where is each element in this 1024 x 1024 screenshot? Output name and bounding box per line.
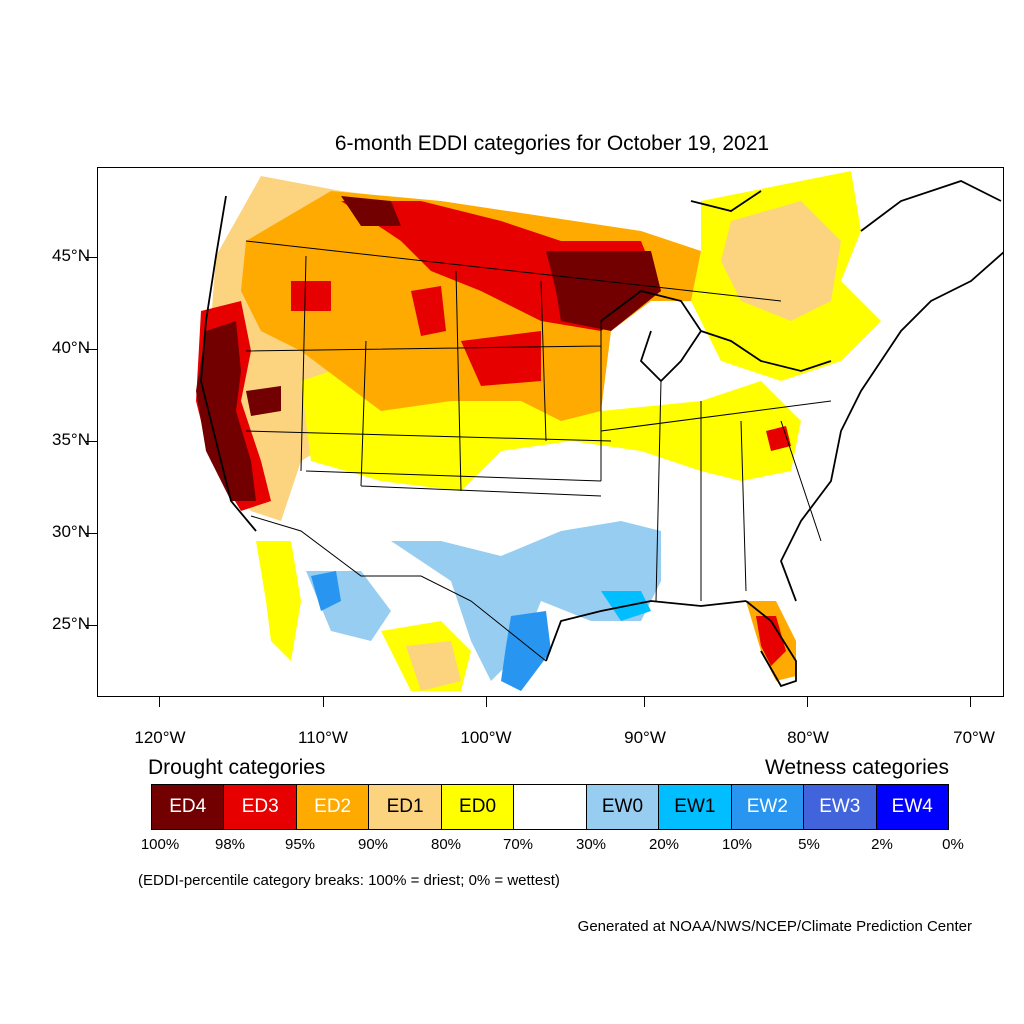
legend-cell-normal bbox=[514, 785, 587, 829]
region-ed4-nevada bbox=[246, 386, 281, 416]
percentile-label: 100% bbox=[140, 836, 180, 853]
region-ed1-mexico bbox=[406, 641, 461, 691]
percentile-label: 90% bbox=[357, 836, 389, 853]
legend-cell-ed0: ED0 bbox=[441, 785, 515, 829]
lon-tick-110 bbox=[323, 697, 324, 707]
coastline-florida bbox=[745, 600, 797, 688]
region-ed0-baja bbox=[256, 541, 301, 661]
legend-cell-ed3: ED3 bbox=[224, 785, 297, 829]
legend-cell-ew4: EW4 bbox=[876, 785, 948, 829]
lon-label-110: 110°W bbox=[298, 728, 348, 747]
us-mexico-border bbox=[250, 515, 547, 662]
region-ed3-wyoming bbox=[411, 286, 446, 336]
coastline-east bbox=[780, 251, 1003, 602]
lon-tick-90 bbox=[644, 697, 645, 707]
legend-cell-ew2: EW2 bbox=[731, 785, 805, 829]
lat-tick-30 bbox=[86, 533, 97, 534]
region-ed4-california bbox=[196, 321, 256, 501]
legend-cell-ew0: EW0 bbox=[586, 785, 660, 829]
percentile-label: 95% bbox=[284, 836, 316, 853]
percentile-label: 20% bbox=[648, 836, 680, 853]
category-note: (EDDI-percentile category breaks: 100% =… bbox=[138, 872, 560, 889]
percentile-label: 5% bbox=[798, 836, 820, 853]
legend-cell-ew3: EW3 bbox=[804, 785, 877, 829]
lat-label-35: 35°N bbox=[52, 430, 90, 449]
eddi-map bbox=[196, 171, 1003, 691]
lon-label-100: 100°W bbox=[460, 728, 512, 747]
lon-tick-70 bbox=[970, 697, 971, 707]
lat-tick-45 bbox=[86, 257, 97, 258]
great-lakes bbox=[600, 290, 832, 383]
map-panel bbox=[97, 167, 1004, 697]
region-ed4-montana bbox=[341, 196, 401, 226]
lat-tick-25 bbox=[86, 625, 97, 626]
percentile-label: 2% bbox=[871, 836, 893, 853]
legend-cell-ed4: ED4 bbox=[152, 785, 225, 829]
lat-label-30: 30°N bbox=[52, 522, 90, 541]
lon-tick-80 bbox=[807, 697, 808, 707]
percentile-label: 10% bbox=[721, 836, 753, 853]
region-ew2-mexico bbox=[311, 571, 341, 611]
coastline-gulf bbox=[545, 600, 747, 662]
lon-label-120: 120°W bbox=[134, 728, 186, 747]
legend-cell-ed1: ED1 bbox=[369, 785, 442, 829]
percentile-label: 30% bbox=[575, 836, 607, 853]
legend-cell-ew1: EW1 bbox=[659, 785, 732, 829]
lat-label-40: 40°N bbox=[52, 338, 90, 357]
lon-label-70: 70°W bbox=[953, 728, 995, 747]
lat-tick-40 bbox=[86, 349, 97, 350]
drought-heading: Drought categories bbox=[148, 756, 326, 779]
wetness-heading: Wetness categories bbox=[764, 756, 949, 779]
region-ed3-florida bbox=[756, 616, 786, 666]
canada-coast bbox=[690, 180, 1002, 232]
region-ew2-texas bbox=[501, 611, 551, 691]
region-ed1-northeast bbox=[721, 201, 841, 321]
lat-label-45: 45°N bbox=[52, 246, 90, 265]
lon-label-90: 90°W bbox=[624, 728, 666, 747]
percentile-label: 80% bbox=[430, 836, 462, 853]
coastline-west bbox=[200, 195, 257, 532]
percentile-label: 70% bbox=[502, 836, 534, 853]
map-title: 6-month EDDI categories for October 19, … bbox=[334, 132, 770, 155]
lat-tick-35 bbox=[86, 441, 97, 442]
lon-label-80: 80°W bbox=[787, 728, 829, 747]
region-ed4-northmn bbox=[546, 251, 661, 331]
region-ew0-gulf bbox=[391, 521, 661, 681]
percentile-label: 98% bbox=[214, 836, 246, 853]
lon-tick-120 bbox=[159, 697, 160, 707]
lon-tick-100 bbox=[486, 697, 487, 707]
legend-colorbar: ED4 ED3 ED2 ED1 ED0 EW0 EW1 EW2 EW3 EW4 bbox=[151, 784, 949, 830]
legend-cell-ed2: ED2 bbox=[296, 785, 370, 829]
percentile-label: 0% bbox=[942, 836, 964, 853]
region-ed3-idaho bbox=[291, 281, 331, 311]
lat-label-25: 25°N bbox=[52, 614, 90, 633]
credit-line: Generated at NOAA/NWS/NCEP/Climate Predi… bbox=[577, 918, 972, 935]
region-ed3-dakotas bbox=[461, 331, 541, 386]
state-lines bbox=[245, 240, 832, 602]
